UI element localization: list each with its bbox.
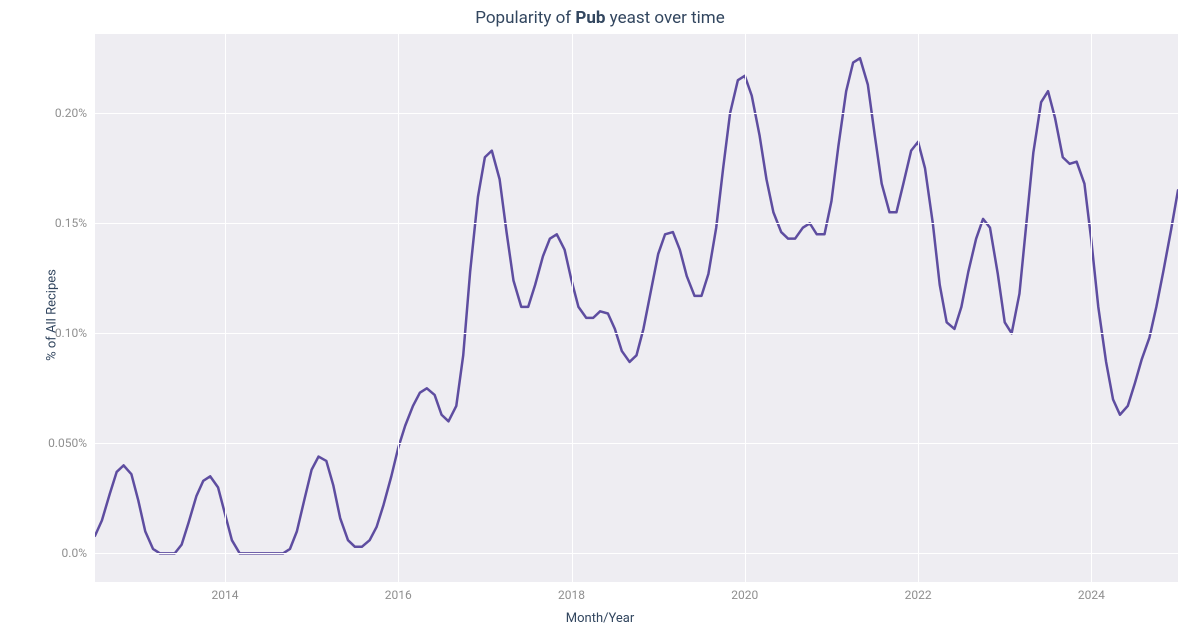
y-axis-label: % of All Recipes bbox=[44, 269, 59, 361]
y-tick-label: 0.10% bbox=[55, 326, 95, 340]
y-tick-label: 0.15% bbox=[55, 216, 95, 230]
title-bold: Pub bbox=[575, 8, 605, 28]
title-post: yeast over time bbox=[605, 8, 724, 28]
grid-h bbox=[95, 223, 1178, 224]
x-axis-label: Month/Year bbox=[0, 611, 1200, 626]
grid-h bbox=[95, 333, 1178, 334]
grid-h bbox=[95, 443, 1178, 444]
y-tick-label: 0.0% bbox=[62, 546, 95, 560]
chart-title: Popularity of Pub yeast over time bbox=[0, 8, 1200, 28]
x-tick-label: 2024 bbox=[1078, 582, 1105, 602]
grid-v bbox=[1091, 34, 1092, 582]
grid-v bbox=[572, 34, 573, 582]
grid-v bbox=[918, 34, 919, 582]
popularity-chart: Popularity of Pub yeast over time % of A… bbox=[0, 0, 1200, 630]
grid-v bbox=[745, 34, 746, 582]
x-tick-label: 2022 bbox=[905, 582, 932, 602]
x-tick-label: 2020 bbox=[731, 582, 758, 602]
grid-v bbox=[225, 34, 226, 582]
x-tick-label: 2014 bbox=[211, 582, 238, 602]
line-series bbox=[95, 34, 1178, 582]
title-pre: Popularity of bbox=[475, 8, 575, 28]
plot-area: 0.0%0.050%0.10%0.15%0.20%201420162018202… bbox=[95, 34, 1178, 582]
y-tick-label: 0.20% bbox=[55, 106, 95, 120]
series-line bbox=[95, 58, 1178, 553]
grid-h bbox=[95, 553, 1178, 554]
grid-v bbox=[398, 34, 399, 582]
x-tick-label: 2018 bbox=[558, 582, 585, 602]
x-tick-label: 2016 bbox=[385, 582, 412, 602]
grid-h bbox=[95, 113, 1178, 114]
y-tick-label: 0.050% bbox=[48, 436, 95, 450]
